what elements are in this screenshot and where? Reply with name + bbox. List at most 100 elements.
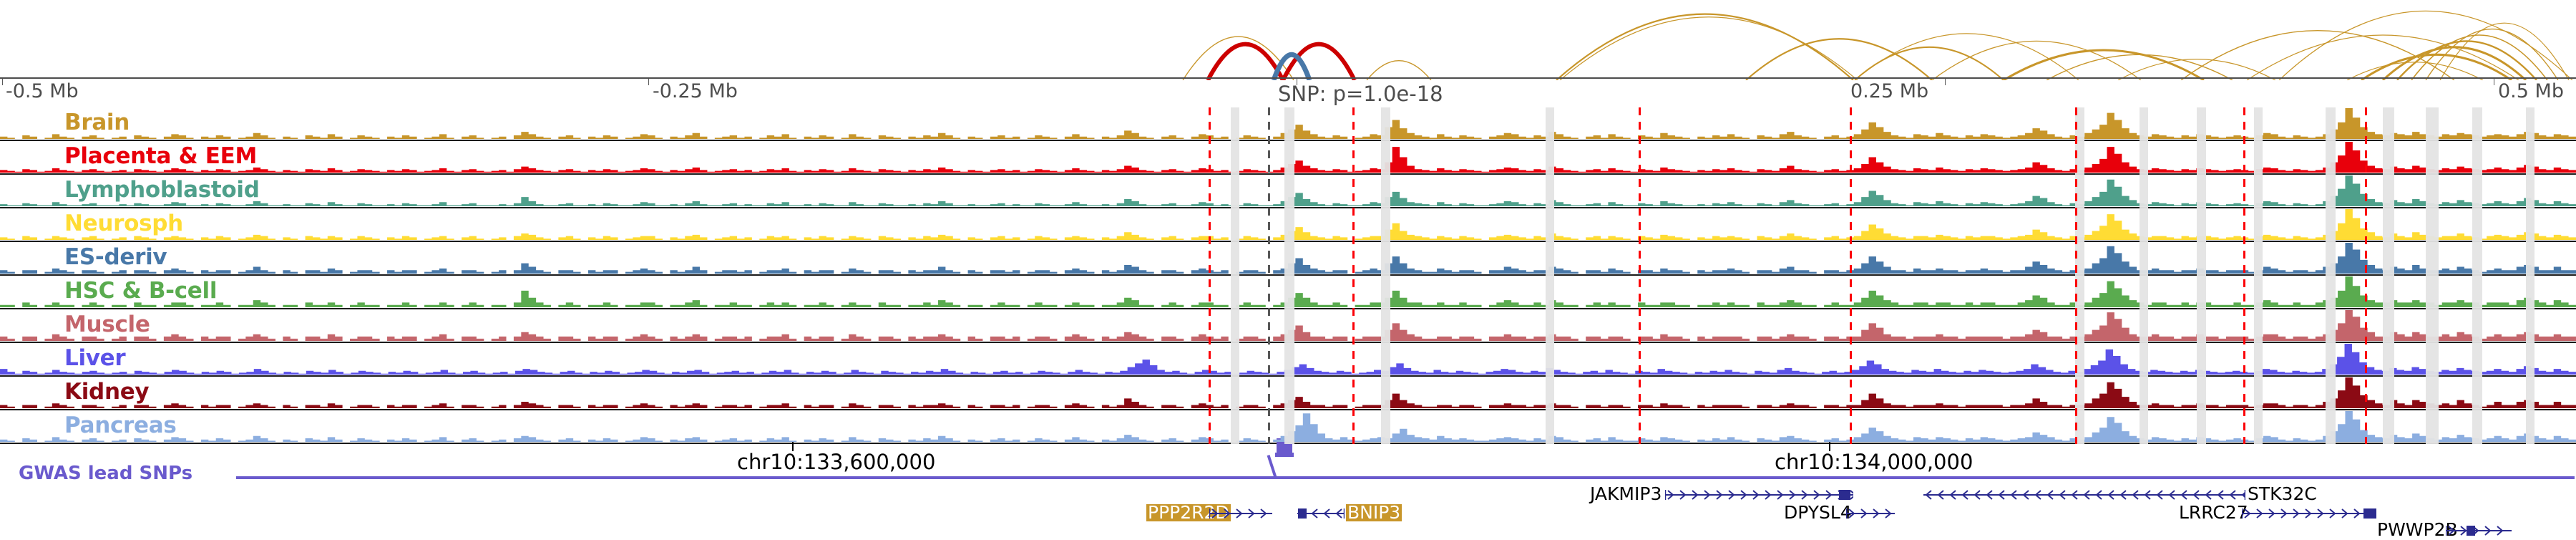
- gwas-snp-cap: [1275, 453, 1294, 457]
- signal-area: [0, 344, 2576, 375]
- signal-track-panel: -0.5 Mb -0.25 Mb 0.25 Mb 0.5 Mb Brain Placen…: [0, 77, 2576, 444]
- coordinate-tick: [1829, 441, 1830, 451]
- track-label-muscle: Muscle: [64, 312, 150, 337]
- interaction-arc: [1206, 42, 1285, 80]
- signal-area: [0, 175, 2576, 206]
- track-label-neurosph: Neurosph: [64, 211, 183, 236]
- signal-area: [0, 209, 2576, 240]
- track-label-es-deriv: ES-deriv: [64, 244, 167, 270]
- gene-body-BNIP3[interactable]: [1297, 504, 1345, 521]
- track-label-lymphoblastoid: Lymphoblastoid: [64, 177, 260, 203]
- track-label-brain: Brain: [64, 110, 130, 135]
- axis-tick: [648, 79, 649, 85]
- gene-label-JAKMIP3[interactable]: JAKMIP3: [1590, 483, 1662, 504]
- signal-profile: [0, 275, 2576, 308]
- gene-label-DPYSL4[interactable]: DPYSL4: [1784, 502, 1852, 523]
- interaction-arc: [2411, 34, 2548, 80]
- gene-row: BNIP3: [0, 502, 2576, 523]
- axis-label: 0.5 Mb: [2498, 80, 2564, 102]
- genomic-axis: -0.5 Mb -0.25 Mb 0.25 Mb 0.5 Mb: [0, 79, 2576, 107]
- gene-body-LRRC27[interactable]: [2242, 504, 2376, 521]
- signal-area: [0, 276, 2576, 307]
- signal-profile: [0, 107, 2576, 140]
- gene-label-LRRC27[interactable]: LRRC27: [2179, 502, 2248, 523]
- interaction-arc: [1271, 52, 1312, 80]
- coordinate-label: chr10:133,600,000: [737, 450, 936, 474]
- gene-row: PPP2R2D: [0, 503, 2576, 521]
- signal-profile: [0, 342, 2576, 375]
- interaction-arc: [2117, 59, 2276, 80]
- gene-row: STK32C: [0, 483, 2576, 504]
- gene-body-JAKMIP3[interactable]: [1665, 486, 1853, 503]
- gene-label-BNIP3[interactable]: BNIP3: [1346, 502, 1402, 523]
- axis-label: -0.5 Mb: [6, 80, 79, 102]
- axis-label: -0.25 Mb: [653, 80, 738, 102]
- track-label-pancreas: Pancreas: [64, 413, 177, 438]
- coordinate-label: chr10:134,000,000: [1775, 450, 1974, 474]
- gene-row: DPYSL4: [0, 502, 2576, 523]
- coordinate-tick: [792, 441, 794, 451]
- interaction-arc: [2361, 53, 2512, 80]
- track-label-kidney: Kidney: [64, 379, 150, 405]
- signal-profile: [0, 376, 2576, 409]
- track-label-liver: Liver: [64, 345, 126, 371]
- interaction-arc: [1559, 16, 1858, 80]
- interaction-arc: [2046, 54, 2233, 80]
- interaction-arc: [2381, 46, 2527, 80]
- gene-row: PWWP2B: [0, 521, 2576, 539]
- signal-area: [0, 411, 2576, 442]
- signal-area: [0, 108, 2576, 139]
- signal-track: HSC & B-cell: [0, 276, 2576, 309]
- gene-label-PWWP2B[interactable]: PWWP2B: [2377, 519, 2458, 540]
- signal-profile: [0, 174, 2576, 207]
- signal-track: Muscle: [0, 309, 2576, 343]
- signal-profile: [0, 208, 2576, 241]
- interaction-arc: [2396, 40, 2537, 80]
- interaction-arc: [2003, 49, 2205, 80]
- signal-area: [0, 377, 2576, 408]
- gene-annotation-track: PPP2R2D BNIP3 JAKMIP3 DPYSL4 STK32C LRRC27 PWW…: [0, 483, 2576, 539]
- gene-label-STK32C[interactable]: STK32C: [2248, 483, 2317, 504]
- signal-track: Kidney: [0, 377, 2576, 410]
- signal-track: Liver: [0, 343, 2576, 377]
- interaction-arc: [2439, 22, 2570, 80]
- gene-body-PPP2R2D[interactable]: [1209, 504, 1272, 521]
- gene-body-DPYSL4[interactable]: [1846, 504, 1895, 521]
- signal-track: Pancreas: [0, 410, 2576, 444]
- signal-track: Neurosph: [0, 208, 2576, 242]
- axis-tick: [2, 79, 3, 85]
- signal-area: [0, 310, 2576, 341]
- gwas-lead-snps-track: GWAS lead SNPs chr10:133,600,000 chr10:13…: [0, 438, 2576, 487]
- signal-area: [0, 142, 2576, 173]
- track-label-placenta-eem: Placenta & EEM: [64, 143, 258, 169]
- gwas-snp-stem: [1267, 455, 1277, 479]
- axis-label: 0.25 Mb: [1850, 80, 1929, 102]
- interaction-arc: [1366, 60, 1432, 80]
- interaction-arc: [2425, 29, 2559, 80]
- chromatin-interaction-arcs: [0, 0, 2576, 80]
- interaction-arc: [2180, 30, 2455, 80]
- gene-row: LRRC27: [0, 502, 2576, 523]
- interaction-arc: [1931, 40, 2142, 80]
- gwas-track-label: GWAS lead SNPs: [19, 463, 193, 484]
- gwas-axis-line: [236, 476, 2575, 479]
- signal-profile: [0, 140, 2576, 173]
- interaction-arc: [2246, 34, 2519, 80]
- gene-row: JAKMIP3: [0, 483, 2576, 504]
- signal-profile: [0, 410, 2576, 443]
- signal-track: Lymphoblastoid: [0, 175, 2576, 208]
- signal-track: ES-deriv: [0, 242, 2576, 276]
- interaction-arc: [2278, 10, 2573, 80]
- interaction-arc: [1854, 33, 2079, 80]
- signal-track: Brain: [0, 107, 2576, 141]
- signal-profile: [0, 241, 2576, 274]
- signal-track: Placenta & EEM: [0, 141, 2576, 175]
- track-label-hsc-b-cell: HSC & B-cell: [64, 278, 218, 304]
- gene-body-STK32C[interactable]: [1923, 486, 2245, 503]
- signal-area: [0, 243, 2576, 274]
- gene-body-PWWP2B[interactable]: [2446, 521, 2512, 539]
- interaction-arc: [1556, 13, 1854, 80]
- interaction-arc: [1745, 38, 1933, 80]
- axis-tick: [1945, 79, 1946, 85]
